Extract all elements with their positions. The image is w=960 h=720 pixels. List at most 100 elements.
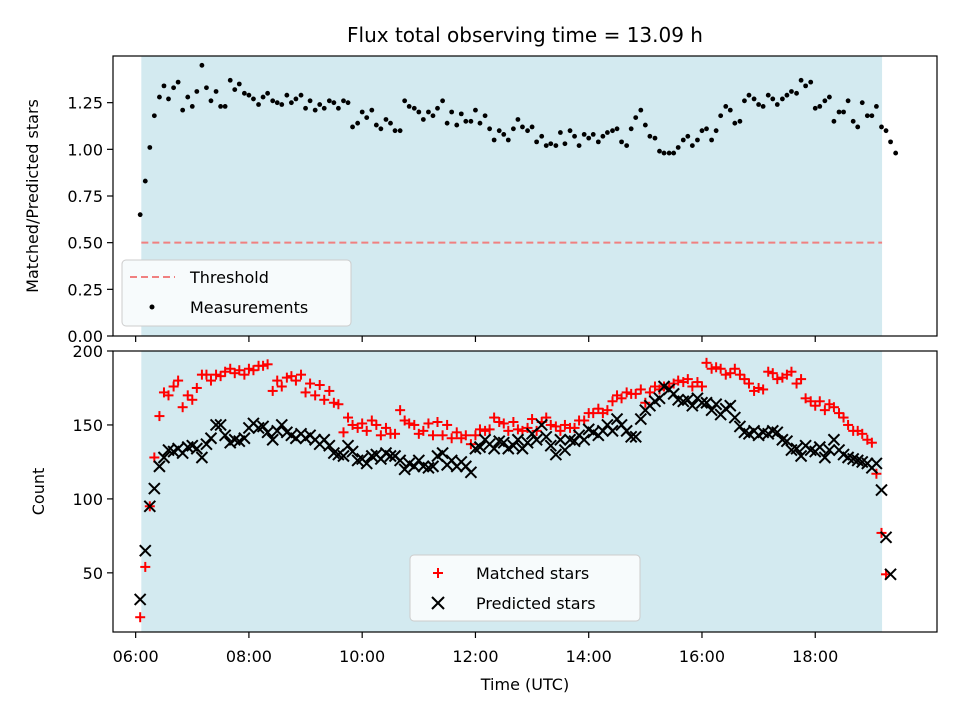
y-tick-label: 150 <box>72 416 103 435</box>
measurement-point <box>808 79 814 85</box>
measurement-point <box>232 87 238 92</box>
measurement-point <box>411 105 417 111</box>
matched-star-point <box>630 388 641 399</box>
matched-star-point <box>220 366 231 377</box>
matched-star-point <box>404 418 415 429</box>
matched-star-point <box>834 408 845 419</box>
measurement-point <box>647 133 653 139</box>
predicted-star-point <box>275 418 288 432</box>
predicted-star-point <box>190 442 204 455</box>
measurement-point <box>312 107 318 113</box>
matched-star-point <box>545 419 556 430</box>
measurement-point <box>628 126 634 132</box>
measurement-points <box>137 62 899 218</box>
measurement-point <box>444 120 450 126</box>
chart-title: Flux total observing time = 13.09 h <box>347 23 703 47</box>
matched-star-point <box>272 375 283 386</box>
predicted-star-point <box>521 436 534 449</box>
matched-star-point <box>347 419 358 430</box>
matched-star-point <box>205 375 216 386</box>
predicted-star-point <box>870 457 883 470</box>
measurement-point <box>718 113 724 119</box>
measurement-point <box>680 137 686 143</box>
measurement-point <box>525 128 530 134</box>
measurement-point <box>586 135 592 141</box>
matched-star-point <box>177 402 188 413</box>
measurement-point <box>402 98 408 104</box>
matched-star-point <box>725 368 736 379</box>
matched-star-point <box>432 416 443 427</box>
predicted-star-point <box>530 433 543 446</box>
matched-star-point <box>451 427 462 438</box>
measurement-point <box>406 104 412 109</box>
measurement-point <box>695 137 700 143</box>
predicted-star-point <box>214 418 227 432</box>
measurement-point <box>355 120 361 126</box>
matched-star-point <box>828 402 839 413</box>
predicted-star-point <box>724 399 737 412</box>
matched-star-point <box>857 428 868 439</box>
predicted-star-point <box>266 433 279 446</box>
measurement-point <box>572 133 577 139</box>
measurement-point <box>869 113 875 119</box>
measurement-point <box>713 128 719 134</box>
matched-star-point <box>480 425 491 436</box>
matched-star-point <box>187 394 198 405</box>
measurement-point <box>732 120 738 126</box>
matched-star-point <box>140 561 151 572</box>
matched-star-point <box>423 418 434 429</box>
matched-star-point <box>559 419 570 430</box>
matched-star-point <box>262 359 273 370</box>
predicted-star-point <box>709 398 723 411</box>
predicted-star-point <box>360 457 373 470</box>
measurement-point <box>529 124 535 130</box>
predicted-star-point <box>686 399 699 412</box>
matched-star-point <box>838 412 849 423</box>
predicted-star-point <box>153 460 166 473</box>
measurement-point <box>359 109 365 115</box>
measurement-point <box>473 107 478 113</box>
matched-star-point <box>550 421 561 432</box>
measurement-point <box>685 133 691 139</box>
x-tick-label: 12:00 <box>452 647 498 666</box>
matched-star-point <box>243 363 254 374</box>
predicted-star-point <box>875 483 888 497</box>
matched-star-point <box>319 394 330 405</box>
predicted-star-point <box>384 449 397 463</box>
matched-star-point <box>442 419 453 430</box>
measurement-point <box>373 122 379 128</box>
matched-star-point <box>720 369 731 380</box>
measurement-point <box>704 126 709 132</box>
x-tick-label: 10:00 <box>339 647 385 666</box>
matched-star-point <box>296 369 307 380</box>
predicted-star-point <box>473 440 487 454</box>
predicted-star-point <box>204 432 218 445</box>
measurement-point <box>562 141 568 147</box>
matched-star-point <box>767 368 778 379</box>
measurement-point <box>491 137 497 143</box>
y-tick-label: 1.25 <box>67 94 103 113</box>
measurement-point <box>236 81 242 87</box>
measurement-point <box>539 133 545 139</box>
matched-star-point <box>796 374 807 385</box>
measurement-point <box>157 94 162 100</box>
matched-star-point <box>640 397 651 408</box>
measurement-point <box>335 105 341 111</box>
measurement-point <box>520 124 525 130</box>
bottom-y-ticks: 50 100 150 200 <box>72 342 113 583</box>
measurement-point <box>487 126 493 132</box>
predicted-star-point <box>879 531 893 544</box>
matched-star-point <box>800 393 811 404</box>
measurement-point <box>605 130 610 135</box>
measurement-point <box>463 118 469 124</box>
matched-star-point <box>154 411 165 422</box>
measurement-point <box>751 96 757 102</box>
measurement-point <box>331 100 337 106</box>
matched-star-point <box>814 396 825 407</box>
matched-star-point <box>673 375 684 386</box>
matched-star-point <box>527 414 538 425</box>
bottom-legend: Matched stars Predicted stars <box>409 554 641 622</box>
measurement-point <box>770 96 776 102</box>
measurement-point <box>468 118 474 124</box>
